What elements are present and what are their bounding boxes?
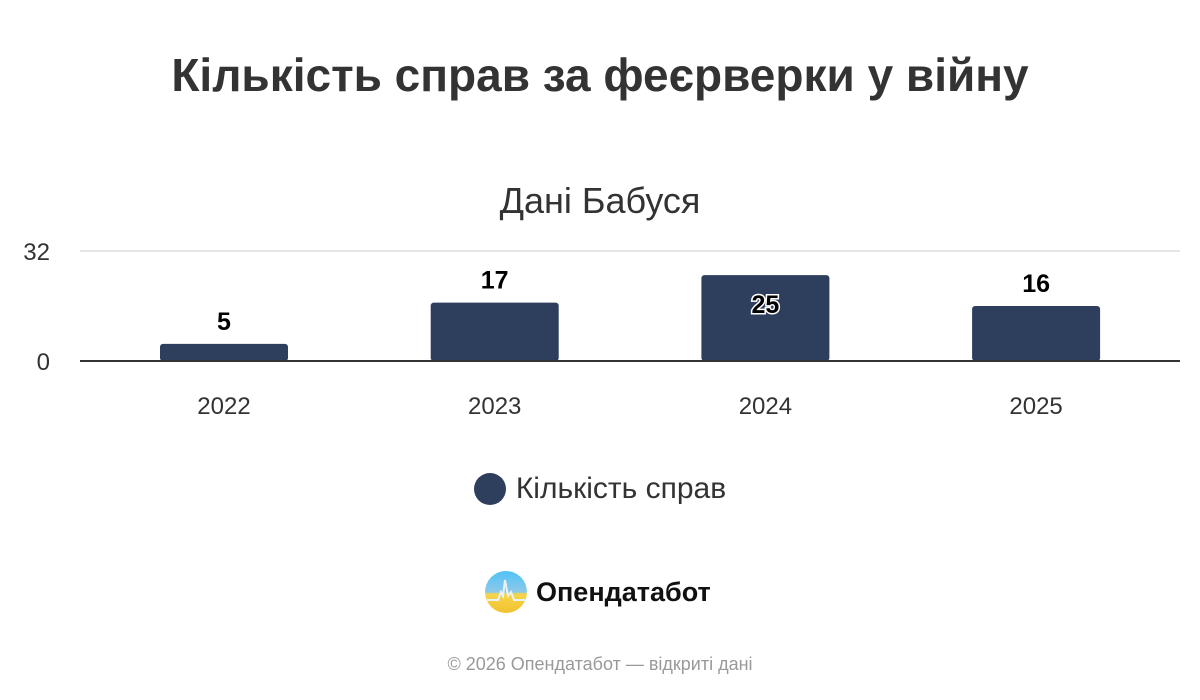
x-tick-label: 2022 <box>197 393 250 420</box>
bar <box>972 306 1101 361</box>
y-tick-label: 0 <box>37 349 50 376</box>
logo: Опендатабот <box>484 570 711 614</box>
logo-icon <box>485 571 527 613</box>
x-tick-label: 2025 <box>1009 393 1062 420</box>
legend-label: Кількість справ <box>515 472 727 505</box>
data-label: 17 <box>481 267 509 295</box>
chart-title: Кількість справ за феєрверки у війну <box>171 49 1029 101</box>
data-label: 25 <box>751 291 779 319</box>
x-tick-label: 2023 <box>468 393 521 420</box>
bar <box>701 275 830 361</box>
bar <box>430 302 559 361</box>
y-tick-label: 32 <box>23 239 50 266</box>
logo-text: Опендатабот <box>536 576 711 607</box>
bar <box>160 343 288 361</box>
data-label: 5 <box>217 308 231 336</box>
footer-copyright: © 2026 Опендатабот — відкриті дані <box>447 654 753 674</box>
bar-chart: 0 32 5 2022 17 2023 25 2024 16 2025 <box>23 239 1180 420</box>
x-tick-label: 2024 <box>739 393 792 420</box>
chart-subtitle: Дані Бабуся <box>499 180 701 221</box>
legend-marker <box>473 473 506 505</box>
legend[interactable]: Кількість справ <box>0 472 1200 506</box>
data-label: 16 <box>1022 270 1050 298</box>
